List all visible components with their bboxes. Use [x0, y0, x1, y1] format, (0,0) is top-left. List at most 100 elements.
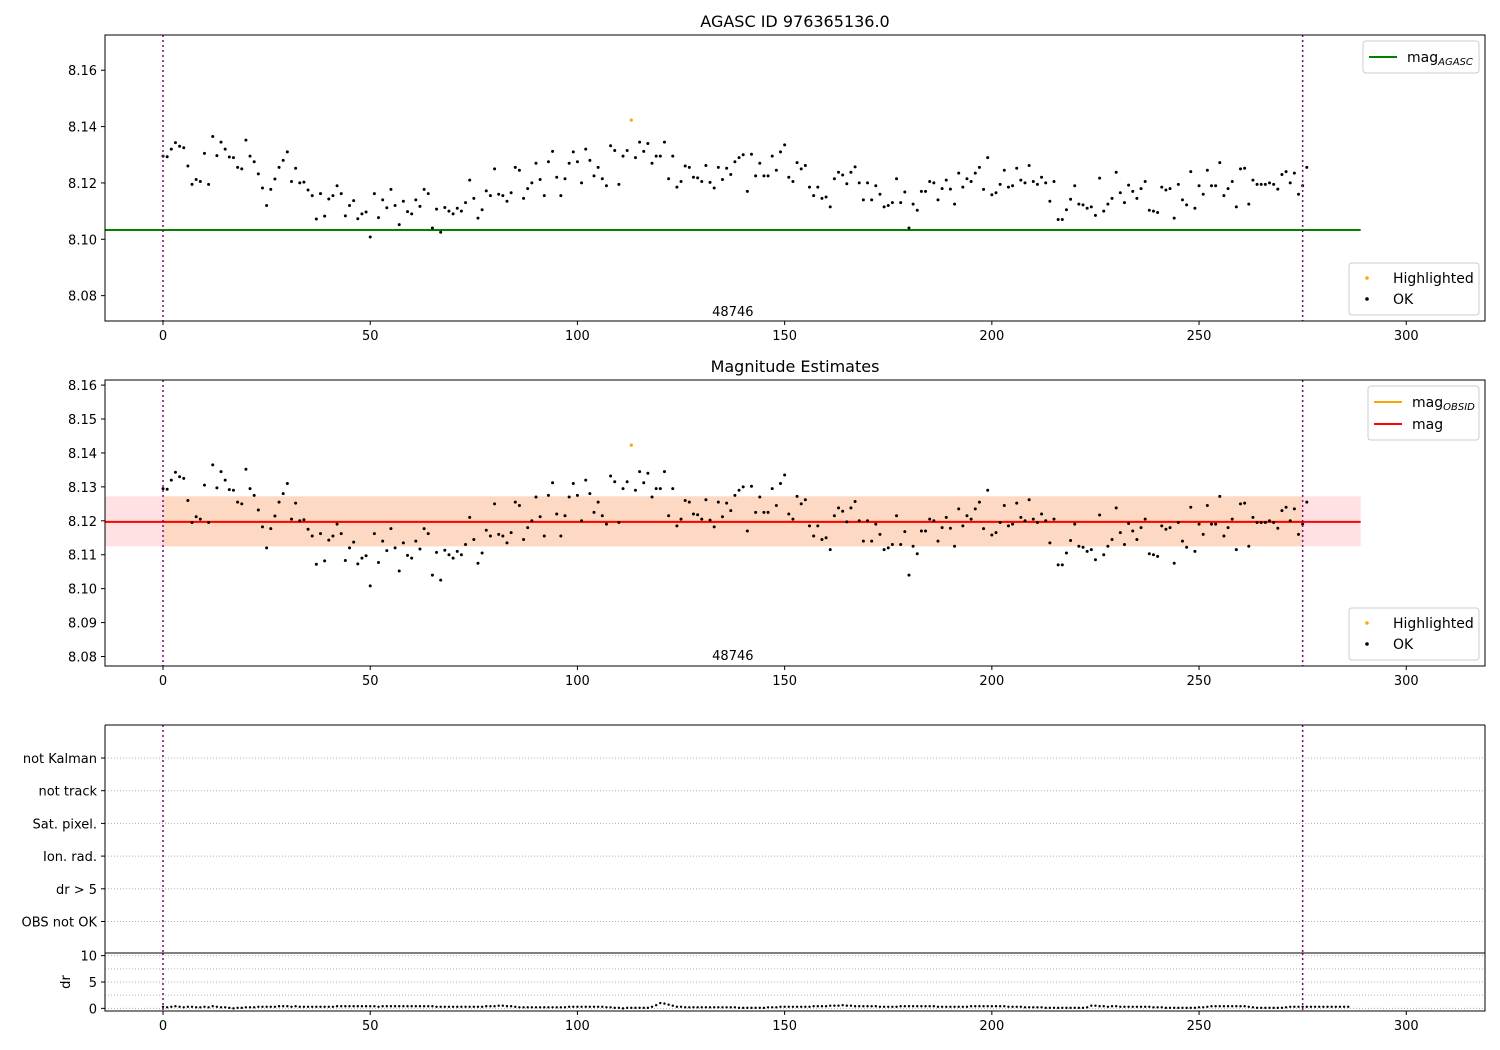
- dr-point: [435, 1005, 438, 1008]
- ok-point: [364, 554, 368, 558]
- dr-point: [1218, 1005, 1221, 1008]
- ok-point: [1176, 520, 1180, 524]
- dr-point: [244, 1006, 248, 1009]
- ok-point: [886, 546, 890, 550]
- dr-point: [543, 1006, 546, 1009]
- ok-point: [609, 144, 613, 148]
- ok-point: [1201, 532, 1205, 536]
- ok-point: [1297, 192, 1301, 196]
- ok-point: [683, 498, 687, 502]
- x-tick-label: 200: [979, 329, 1004, 344]
- ok-point: [1110, 196, 1114, 200]
- dr-point: [298, 1005, 301, 1008]
- ok-point: [778, 150, 782, 154]
- dr-point: [741, 1006, 745, 1010]
- dr-point: [480, 1005, 484, 1008]
- dr-point: [1048, 1006, 1052, 1010]
- ok-point: [335, 184, 339, 188]
- ok-point: [1151, 209, 1155, 213]
- dr-point: [1032, 1006, 1035, 1009]
- dr-point: [663, 1002, 666, 1005]
- dr-point: [841, 1004, 844, 1007]
- ok-point: [588, 158, 592, 162]
- dr-point: [949, 1005, 952, 1008]
- ok-point: [944, 178, 948, 182]
- ok-point: [435, 207, 439, 211]
- ok-point: [890, 543, 894, 547]
- ok-point: [439, 578, 443, 582]
- dr-point: [708, 1006, 712, 1009]
- ok-point: [468, 178, 472, 182]
- ok-point: [194, 515, 198, 519]
- ok-point: [1214, 522, 1218, 526]
- ok-point: [401, 541, 405, 545]
- ok-point: [393, 546, 397, 550]
- legend-label-base: mag: [1412, 395, 1443, 411]
- dr-point: [617, 1006, 621, 1010]
- ok-point: [1280, 509, 1284, 513]
- dr-point: [961, 1005, 965, 1008]
- dr-point: [601, 1005, 604, 1008]
- ok-point: [215, 154, 219, 158]
- dr-point: [1201, 1006, 1205, 1009]
- ok-point: [849, 170, 853, 174]
- ok-point: [646, 141, 650, 145]
- dr-point: [584, 1005, 587, 1008]
- ok-point: [832, 177, 836, 181]
- ok-point: [207, 182, 211, 186]
- dr-point: [1264, 1006, 1267, 1010]
- dr-point: [882, 1005, 886, 1008]
- ok-point: [584, 147, 588, 151]
- ok-point: [559, 534, 563, 538]
- dr-point: [1143, 1005, 1147, 1008]
- dr-point: [518, 1006, 521, 1009]
- ok-point: [903, 530, 907, 534]
- ok-point: [638, 140, 642, 144]
- dr-point: [1272, 1006, 1275, 1010]
- x-tick-label: 150: [772, 329, 797, 344]
- ok-point: [480, 208, 484, 212]
- dr-point: [1148, 1005, 1151, 1008]
- ok-point: [1305, 500, 1309, 504]
- dr-point: [1181, 1006, 1184, 1010]
- dr-point: [456, 1005, 459, 1008]
- dr-point: [621, 1007, 625, 1010]
- ok-point: [1019, 515, 1023, 519]
- dr-point: [911, 1005, 915, 1008]
- ok-point: [803, 163, 807, 167]
- ok-point: [919, 189, 923, 193]
- ok-point: [1015, 501, 1019, 505]
- dr-point: [1326, 1005, 1329, 1008]
- dr-point: [1019, 1005, 1023, 1008]
- x-tick-label: 150: [772, 674, 797, 689]
- ok-point: [526, 526, 530, 530]
- ok-point: [633, 156, 637, 160]
- ok-point: [928, 180, 932, 184]
- x-tick-label: 250: [1187, 1019, 1212, 1034]
- dr-point: [348, 1005, 351, 1008]
- y-tick-label: 8.08: [68, 651, 97, 666]
- ok-point: [269, 527, 273, 531]
- ok-point: [509, 531, 513, 535]
- flag-label: dr > 5: [56, 883, 97, 898]
- dr-point: [853, 1005, 857, 1008]
- legend-label-subscript: OBSID: [1443, 402, 1475, 413]
- ok-point: [1255, 182, 1259, 186]
- ok-point: [310, 194, 314, 198]
- ok-point: [633, 488, 637, 492]
- ok-point: [609, 474, 613, 478]
- dr-point: [1222, 1005, 1226, 1008]
- points-legend-label: Highlighted: [1393, 616, 1474, 632]
- dr-point: [1322, 1005, 1325, 1008]
- dr-point: [273, 1005, 277, 1008]
- dr-point: [223, 1006, 227, 1009]
- y-tick-label: 8.15: [68, 413, 97, 428]
- dr-point: [750, 1006, 753, 1010]
- ok-point: [488, 534, 492, 538]
- dr-point: [642, 1006, 645, 1010]
- ok-point: [853, 165, 857, 169]
- ok-point: [190, 182, 194, 186]
- ok-point: [211, 463, 215, 467]
- ok-point: [766, 510, 770, 514]
- points-legend-label: OK: [1393, 292, 1414, 308]
